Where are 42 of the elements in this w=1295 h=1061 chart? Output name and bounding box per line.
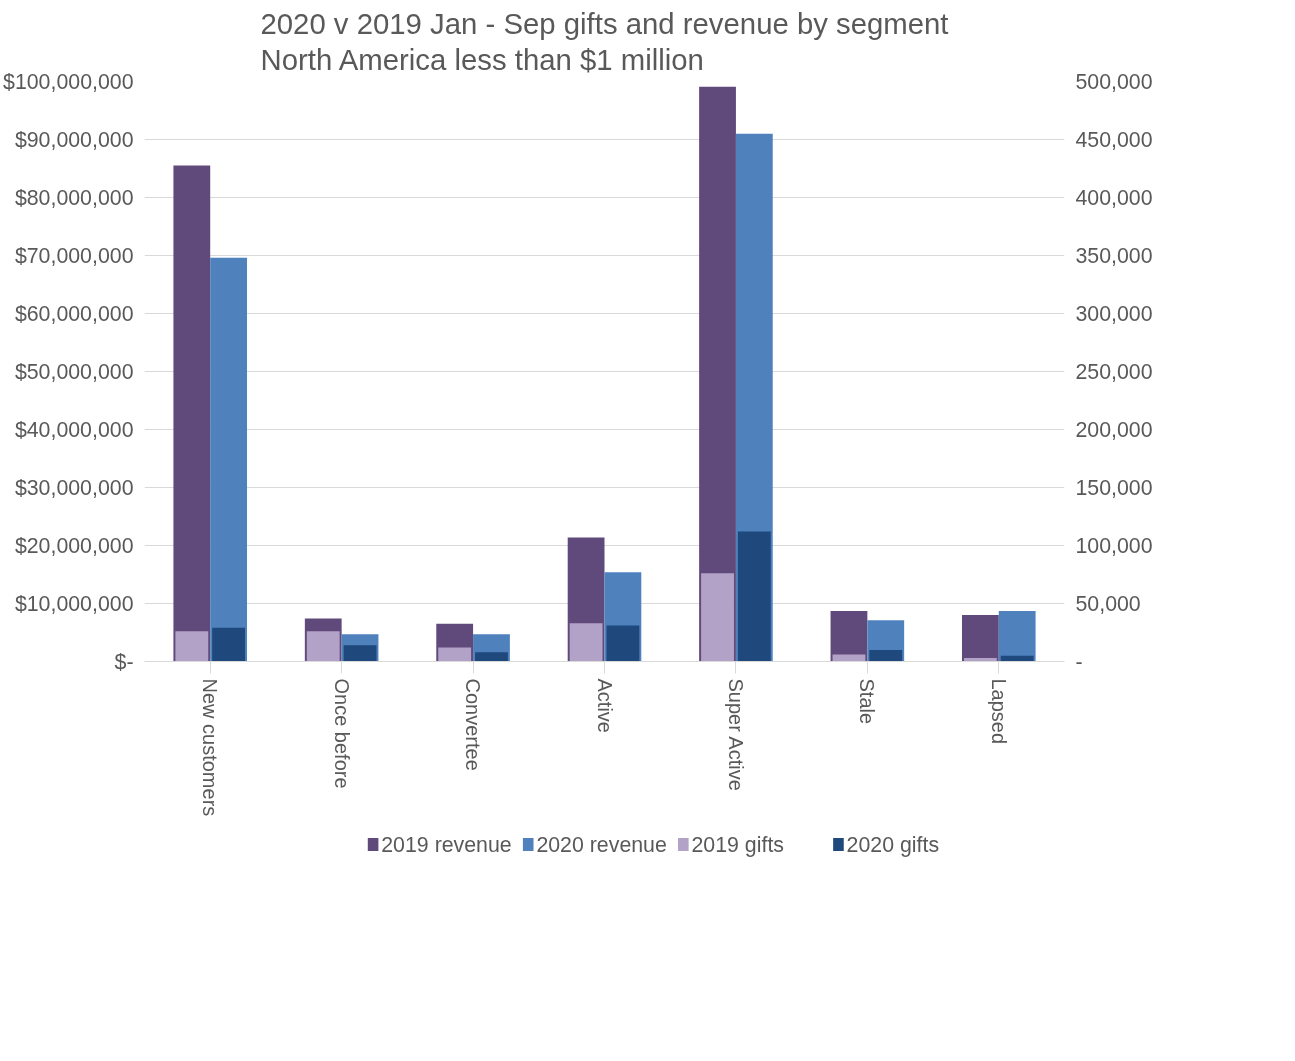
y2-tick-label: 50,000 bbox=[1075, 592, 1141, 616]
y-tick-label: $40,000,000 bbox=[14, 417, 134, 442]
y2-tick-label: 400,000 bbox=[1075, 186, 1153, 210]
legend-label: 2019 gifts bbox=[691, 832, 784, 857]
bar bbox=[998, 611, 1036, 662]
y-tick-label: $20,000,000 bbox=[14, 533, 134, 558]
y2-tick-label: - bbox=[1075, 650, 1083, 674]
y2-tick-label: 500,000 bbox=[1075, 70, 1153, 94]
bar bbox=[175, 631, 209, 662]
y2-tick-label: 350,000 bbox=[1075, 244, 1153, 268]
y2-tick-label: 450,000 bbox=[1075, 128, 1153, 152]
bar bbox=[173, 165, 211, 662]
y2-tick-label: 150,000 bbox=[1075, 476, 1153, 500]
legend-label: 2020 gifts bbox=[846, 832, 940, 857]
legend-label: 2019 revenue bbox=[381, 832, 512, 857]
x-tick-label: Active bbox=[593, 678, 616, 733]
chart-title: 2020 v 2019 Jan - Sep gifts and revenue by segment North America less than $1 million bbox=[260, 7, 949, 77]
x-tick-label: Convertee bbox=[462, 678, 485, 771]
y-tick-label: $60,000,000 bbox=[14, 301, 134, 326]
x-tick-label: Super Active bbox=[724, 678, 747, 791]
bar bbox=[737, 531, 771, 662]
y2-tick-label: 100,000 bbox=[1075, 534, 1153, 558]
y-tick-label: $80,000,000 bbox=[14, 185, 134, 210]
x-tick-label: Lapsed bbox=[987, 678, 1010, 745]
y-tick-label: $50,000,000 bbox=[14, 359, 134, 384]
x-tick-label: New customers bbox=[199, 678, 222, 817]
y-tick-label: $70,000,000 bbox=[14, 243, 134, 268]
x-tick-label: Once before bbox=[330, 678, 353, 789]
y2-tick-label: 200,000 bbox=[1075, 418, 1153, 442]
bar bbox=[701, 573, 734, 662]
y-tick-label: $- bbox=[114, 649, 134, 674]
y-tick-label: $90,000,000 bbox=[14, 127, 134, 152]
bar bbox=[210, 257, 248, 662]
y-tick-label: $10,000,000 bbox=[14, 591, 134, 616]
legend-label: 2020 revenue bbox=[536, 832, 667, 857]
x-tick-label: Stale bbox=[856, 678, 879, 725]
y2-tick-label: 250,000 bbox=[1075, 360, 1153, 384]
y-tick-label: $100,000,000 bbox=[3, 69, 134, 94]
bar bbox=[961, 615, 999, 662]
y2-tick-label: 300,000 bbox=[1075, 302, 1153, 326]
y-tick-label: $30,000,000 bbox=[14, 475, 134, 500]
bar bbox=[212, 627, 246, 662]
